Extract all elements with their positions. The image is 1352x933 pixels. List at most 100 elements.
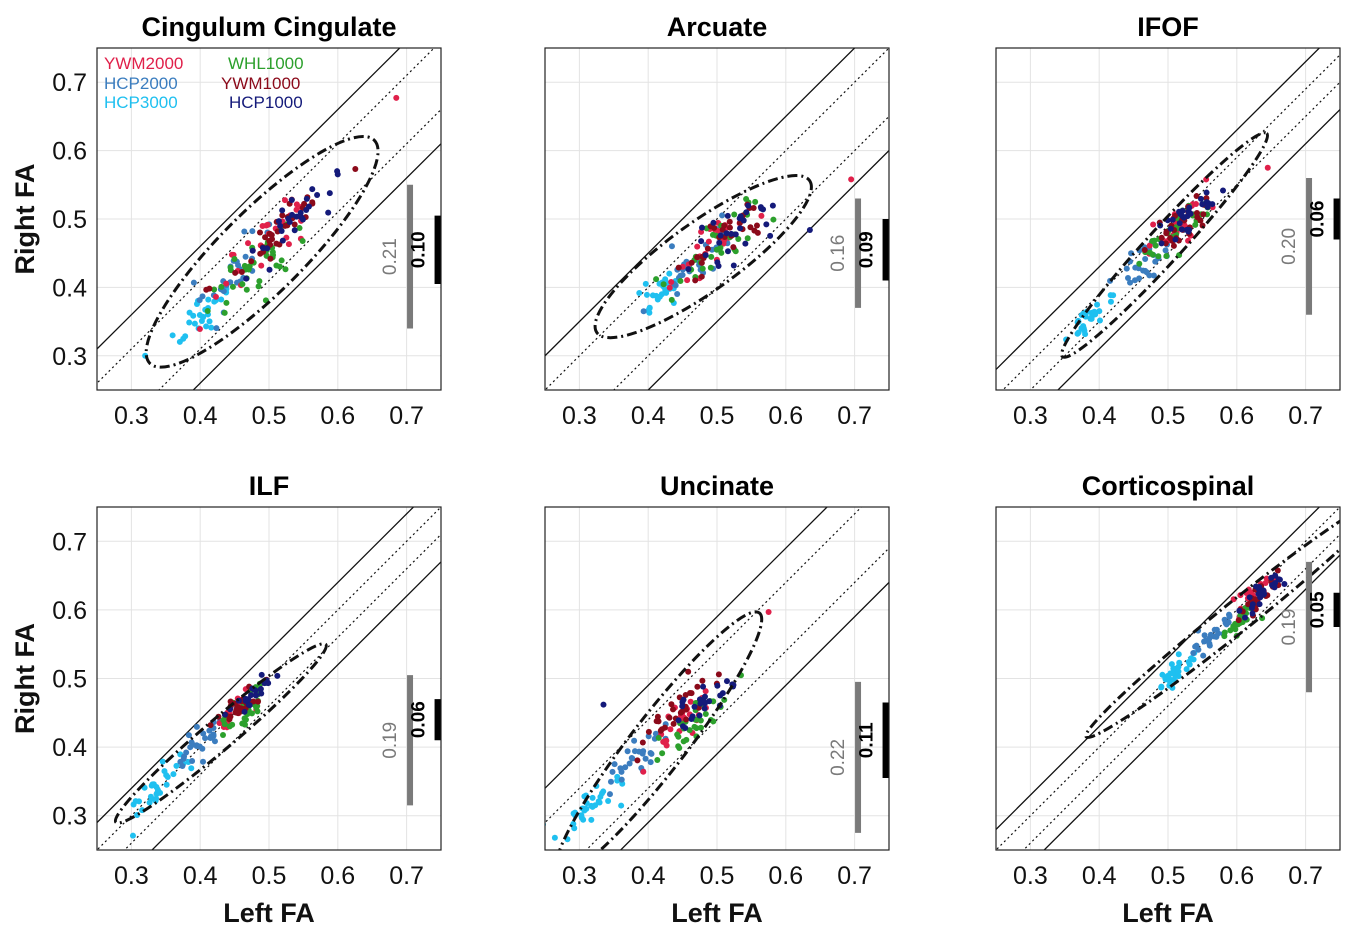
x-tick-label: 0.7: [389, 862, 424, 890]
data-point-HCP3000: [1075, 329, 1082, 336]
data-point-HCP2000: [200, 730, 207, 737]
panel-title: Corticospinal: [1082, 471, 1255, 501]
band-inner-upper: [545, 48, 889, 390]
data-point-HCP2000: [199, 293, 206, 300]
data-point-YWM2000: [264, 221, 271, 228]
x-tick-label: 0.5: [700, 402, 735, 430]
data-point-HCP1000: [714, 682, 721, 689]
data-point-HCP2000: [1135, 265, 1142, 272]
data-point-YWM1000: [692, 277, 699, 284]
data-point-YWM1000: [688, 259, 695, 266]
band-outer-lower: [151, 560, 441, 850]
band-outer-lower: [647, 149, 889, 390]
data-point-HCP2000: [626, 760, 633, 767]
data-point-HCP3000: [191, 320, 198, 327]
data-point-HCP1000: [1187, 210, 1194, 217]
data-point-HCP2000: [607, 778, 614, 785]
data-point-HCP3000: [1158, 683, 1165, 690]
data-point-HCP2000: [611, 761, 618, 768]
data-point-HCP3000: [1107, 298, 1114, 305]
data-point-WHL1000: [218, 283, 225, 290]
data-point-HCP3000: [580, 805, 587, 812]
data-point-HCP1000: [1209, 201, 1216, 208]
spread-bar-residual-label: 0.06: [1308, 201, 1329, 238]
data-point-YWM1000: [1158, 234, 1165, 241]
data-point-HCP3000: [159, 758, 166, 765]
data-point-HCP2000: [640, 308, 647, 315]
data-point-HCP3000: [218, 296, 225, 303]
data-point-HCP2000: [645, 733, 652, 740]
axes-box: [995, 47, 1341, 391]
data-point-YWM2000: [640, 768, 647, 775]
x-tick-label: 0.6: [768, 402, 803, 430]
data-point-HCP2000: [629, 755, 636, 762]
y-tick-label: 0.3: [52, 343, 87, 371]
y-tick-label: 0.5: [52, 666, 87, 694]
x-tick-label: 0.6: [320, 402, 355, 430]
data-point-WHL1000: [675, 733, 682, 740]
data-point-HCP2000: [1162, 247, 1169, 254]
data-point-HCP1000: [724, 248, 731, 255]
x-tick-label: 0.5: [252, 862, 287, 890]
data-point-HCP1000: [289, 211, 296, 218]
plot-area: [97, 507, 441, 850]
data-point-WHL1000: [219, 731, 226, 738]
data-point-HCP1000: [305, 203, 312, 210]
data-point-HCP2000: [200, 758, 207, 765]
data-point-HCP1000: [730, 262, 737, 269]
data-point-WHL1000: [1232, 626, 1239, 633]
data-point-YWM1000: [675, 264, 682, 271]
spread-bar-residual-label: 0.11: [857, 722, 878, 758]
data-point-YWM2000: [1263, 575, 1270, 582]
x-tick-label: 0.3: [1013, 862, 1048, 890]
data-point-YWM1000: [266, 230, 273, 237]
data-point-HCP3000: [203, 323, 210, 330]
data-point-WHL1000: [1163, 253, 1170, 260]
data-point-HCP3000: [211, 298, 218, 305]
data-point-WHL1000: [707, 264, 714, 271]
data-point-HCP1000: [679, 723, 686, 730]
data-point-YWM1000: [257, 250, 264, 257]
data-point-WHL1000: [668, 296, 675, 303]
data-point-YWM2000: [1146, 242, 1153, 249]
data-point-HCP1000: [679, 699, 686, 706]
data-point-HCP1000: [806, 226, 813, 233]
data-point-WHL1000: [702, 710, 709, 717]
data-point-WHL1000: [282, 266, 289, 273]
data-point-HCP1000: [293, 213, 300, 220]
data-point-YWM1000: [678, 708, 685, 715]
data-point-HCP3000: [129, 832, 136, 839]
confidence-ellipse: [113, 642, 328, 825]
data-point-HCP1000: [279, 207, 286, 214]
data-point-HCP2000: [211, 738, 218, 745]
data-point-WHL1000: [677, 278, 684, 285]
data-point-HCP2000: [674, 291, 681, 298]
data-point-HCP1000: [1271, 584, 1278, 591]
data-point-YWM2000: [293, 206, 300, 213]
data-point-WHL1000: [659, 750, 666, 757]
data-point-HCP3000: [148, 782, 155, 789]
y-tick-label: 0.6: [52, 138, 87, 166]
x-tick-label: 0.3: [114, 402, 149, 430]
data-point-HCP1000: [1256, 601, 1263, 608]
spread-bar-total-label: 0.19: [380, 722, 401, 759]
x-tick-label: 0.7: [1288, 862, 1323, 890]
data-point-HCP1000: [1179, 207, 1186, 214]
y-tick-label: 0.3: [52, 803, 87, 831]
data-point-YWM1000: [248, 258, 255, 265]
data-point-HCP1000: [767, 232, 774, 239]
data-point-HCP1000: [688, 715, 695, 722]
data-point-YWM2000: [196, 325, 203, 332]
data-point-HCP1000: [728, 230, 735, 237]
x-tick-label: 0.5: [1151, 402, 1186, 430]
data-point-HCP3000: [551, 834, 558, 841]
data-point-WHL1000: [1227, 627, 1234, 634]
data-point-YWM1000: [657, 727, 664, 734]
data-point-YWM1000: [254, 698, 261, 705]
spread-bar-residual-label: 0.10: [409, 231, 430, 268]
data-point-HCP1000: [245, 696, 252, 703]
data-point-YWM2000: [1262, 579, 1269, 586]
data-point-WHL1000: [708, 253, 715, 260]
data-point-YWM1000: [1193, 193, 1200, 200]
data-point-HCP1000: [257, 685, 264, 692]
